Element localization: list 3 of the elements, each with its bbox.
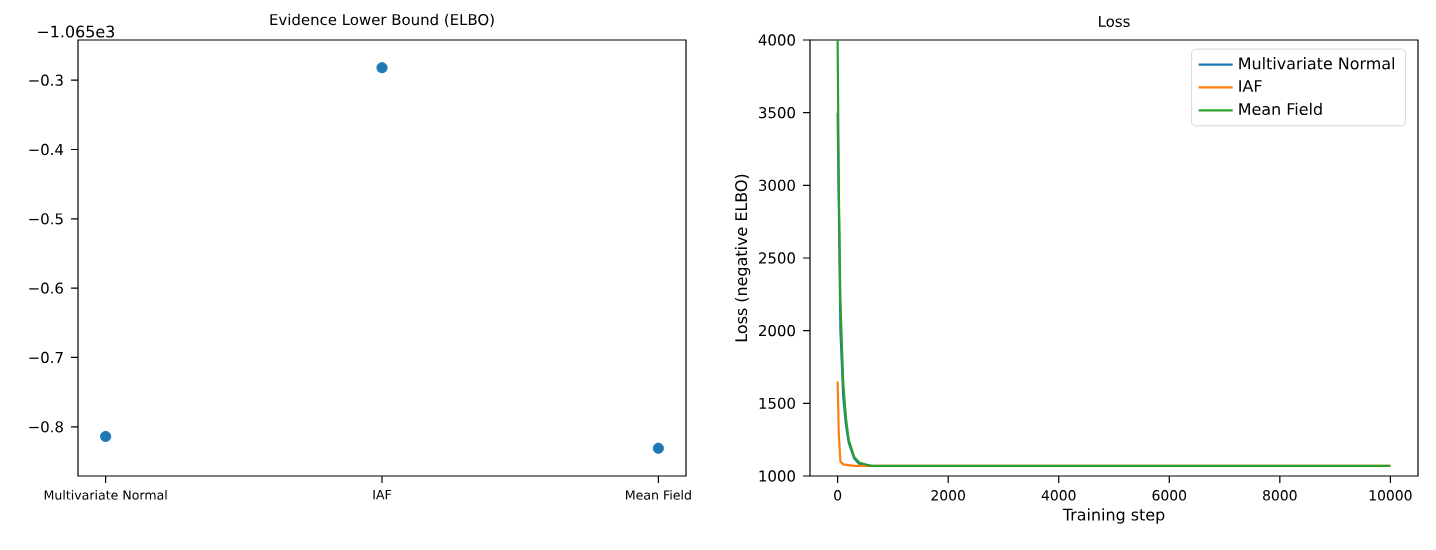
point bbox=[376, 62, 388, 74]
point bbox=[100, 430, 112, 443]
point bbox=[652, 442, 664, 454]
